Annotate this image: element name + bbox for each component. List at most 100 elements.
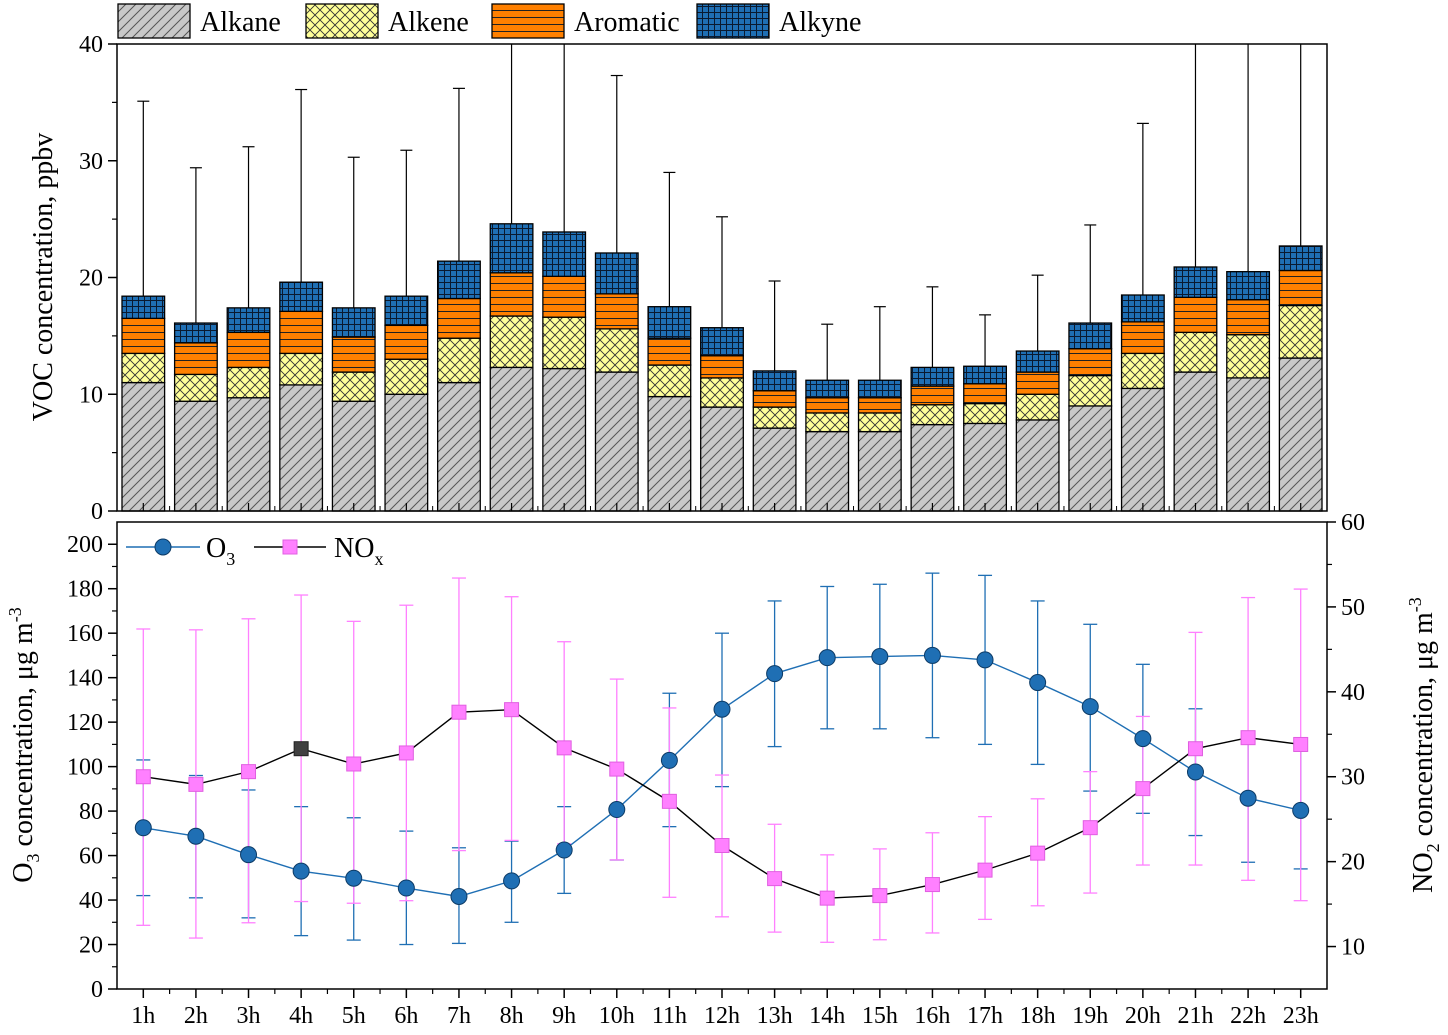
bar-alkene-4h (279, 352, 324, 386)
point-nox-10h (609, 761, 625, 777)
bar-alkene-5h (331, 371, 376, 402)
voc-y-tick-label-0: 0 (91, 499, 103, 525)
legend-label-alkane: Alkane (200, 7, 281, 38)
bar-alkene-3h (226, 366, 271, 399)
bar-aromatic-4h (279, 310, 324, 355)
bar-alkene-13h (752, 406, 797, 429)
bar-alkyne-10h (594, 252, 639, 295)
point-nox-19h (1082, 820, 1098, 836)
bar-aromatic-6h (384, 324, 429, 360)
bar-alkene-1h (121, 352, 166, 384)
bar-alkyne-7h (436, 260, 481, 300)
no2-y-tick-label-40: 40 (1341, 680, 1365, 706)
bar-alkyne-17h (963, 365, 1007, 385)
bar-alkyne-8h (489, 223, 534, 274)
x-tick-label-14h: 14h (809, 1003, 845, 1029)
o3-y-tick-label-20: 20 (79, 933, 103, 959)
bar-alkene-23h (1278, 304, 1323, 359)
bar-alkyne-18h (1015, 350, 1060, 373)
o3-y-tick-label-160: 160 (67, 621, 103, 647)
legend-swatch-alkyne (696, 3, 770, 39)
bar-aromatic-3h (226, 331, 271, 369)
bar-alkyne-16h (910, 366, 955, 387)
bar-alkane-7h (436, 381, 481, 512)
point-nox-12h (714, 838, 730, 854)
point-o3-17h (976, 651, 994, 669)
bar-alkyne-5h (331, 307, 376, 338)
legend-label-alkene: Alkene (388, 7, 469, 38)
voc-y-tick-label-30: 30 (79, 149, 103, 175)
legend-swatch-alkane (117, 3, 191, 39)
x-tick-label-8h: 8h (500, 1003, 524, 1029)
legend-swatch-aromatic (491, 3, 565, 39)
bar-aromatic-10h (594, 293, 639, 330)
legend-label-alkyne: Alkyne (779, 7, 861, 38)
x-axis-hours: 1h 2h 3h 4h 5h 6h 7h 8h 9h 10h 11h 12h 13h 14h 15h 16h 1… (131, 989, 1319, 1029)
bar-alkyne-1h (121, 295, 166, 320)
bar-alkane-18h (1015, 419, 1060, 512)
voc-x-ticks (142, 503, 1302, 511)
bar-alkane-15h (857, 430, 902, 512)
bar-alkane-5h (331, 400, 376, 512)
bar-aromatic-1h (121, 317, 166, 355)
point-o3-12h (713, 700, 731, 718)
point-o3-22h (1239, 789, 1257, 807)
bar-alkyne-23h (1278, 245, 1323, 272)
o3-y-tick-label-0: 0 (91, 977, 103, 1003)
bar-aromatic-21h (1173, 296, 1218, 334)
x-tick-label-7h: 7h (447, 1003, 471, 1029)
point-nox-6h (398, 745, 414, 761)
o3-y-tick-label-140: 140 (67, 666, 103, 692)
x-tick-label-19h: 19h (1072, 1003, 1108, 1029)
x-tick-label-21h: 21h (1177, 1003, 1213, 1029)
point-o3-10h (608, 801, 626, 819)
point-nox-15h (872, 888, 888, 904)
x-tick-label-22h: 22h (1230, 1003, 1266, 1029)
no2-y-tick-label-60: 60 (1341, 510, 1365, 536)
bar-aromatic-23h (1278, 269, 1323, 307)
bar-aromatic-22h (1226, 299, 1271, 336)
x-tick-label-1h: 1h (131, 1003, 155, 1029)
point-o3-4h (292, 862, 310, 880)
point-nox-7h (451, 704, 467, 720)
bar-alkene-20h (1120, 352, 1165, 390)
bar-alkane-14h (805, 430, 850, 512)
bar-alkyne-3h (226, 307, 271, 334)
o3-y-tick-label-120: 120 (67, 710, 103, 736)
bar-aromatic-8h (489, 272, 534, 317)
bar-alkene-6h (384, 358, 429, 395)
bar-alkane-4h (279, 384, 324, 512)
bar-alkane-22h (1226, 377, 1271, 512)
bar-alkane-10h (594, 371, 639, 512)
point-nox-2h (188, 776, 204, 792)
legend-label-o3: O3 (206, 533, 235, 569)
x-tick-label-3h: 3h (237, 1003, 261, 1029)
bar-aromatic-20h (1120, 321, 1165, 355)
point-o3-3h (240, 846, 258, 864)
point-o3-20h (1134, 730, 1152, 748)
point-nox-8h (504, 702, 520, 718)
x-tick-label-17h: 17h (967, 1003, 1003, 1029)
x-tick-label-10h: 10h (599, 1003, 635, 1029)
bar-alkane-1h (121, 381, 166, 512)
bar-aromatic-11h (647, 337, 692, 366)
point-o3-2h (187, 827, 205, 845)
bar-aromatic-12h (700, 355, 744, 379)
bar-alkene-2h (173, 373, 218, 402)
voc-panel: 0 10 20 30 40 VOC concentration, ppbv Alkane… (28, 3, 1328, 525)
point-nox-1h (135, 769, 151, 785)
legend-marker-nox (282, 539, 298, 555)
x-tick-label-2h: 2h (184, 1003, 208, 1029)
no2-y-tick-label-50: 50 (1341, 595, 1365, 621)
x-tick-label-5h: 5h (342, 1003, 366, 1029)
x-tick-label-18h: 18h (1020, 1003, 1056, 1029)
bar-alkyne-15h (857, 379, 902, 399)
point-nox-13h (767, 871, 783, 887)
voc-y-tick-label-40: 40 (79, 32, 103, 58)
point-o3-23h (1292, 801, 1310, 819)
bar-alkane-9h (542, 367, 587, 512)
o3-y-axis-label: O3 concentration, μg m-3 (5, 607, 43, 882)
bar-alkane-12h (700, 406, 744, 512)
legend-marker-o3 (154, 538, 172, 556)
no2-y-tick-label-20: 20 (1341, 850, 1365, 876)
